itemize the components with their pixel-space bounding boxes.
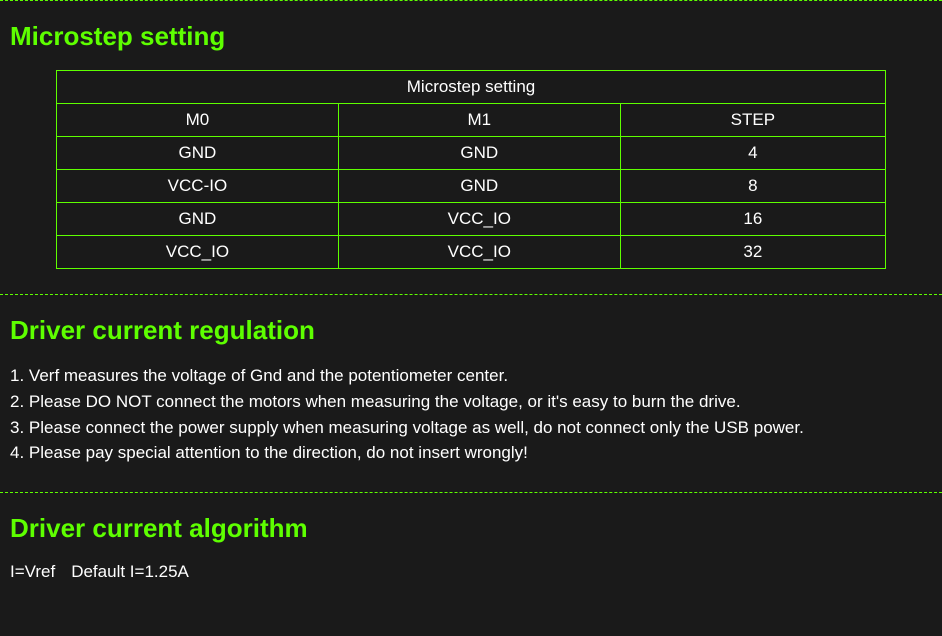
regulation-heading: Driver current regulation xyxy=(10,315,932,346)
algorithm-section: Driver current algorithm I=Vref Default I… xyxy=(0,492,942,607)
table-row: GND GND 4 xyxy=(57,137,886,170)
list-item: Please DO NOT connect the motors when me… xyxy=(10,390,932,414)
formula-left: I=Vref xyxy=(10,562,55,581)
table-title: Microstep setting xyxy=(57,71,886,104)
list-item: Please connect the power supply when mea… xyxy=(10,416,932,440)
cell-step: 32 xyxy=(620,236,885,269)
table-header-row: M0 M1 STEP xyxy=(57,104,886,137)
cell-step: 8 xyxy=(620,170,885,203)
regulation-list: Verf measures the voltage of Gnd and the… xyxy=(10,364,932,465)
cell-m1: VCC_IO xyxy=(338,236,620,269)
header-m1: M1 xyxy=(338,104,620,137)
header-m0: M0 xyxy=(57,104,339,137)
table-title-row: Microstep setting xyxy=(57,71,886,104)
table-row: GND VCC_IO 16 xyxy=(57,203,886,236)
list-item: Please pay special attention to the dire… xyxy=(10,441,932,465)
cell-m1: VCC_IO xyxy=(338,203,620,236)
cell-m1: GND xyxy=(338,137,620,170)
table-row: VCC-IO GND 8 xyxy=(57,170,886,203)
cell-m1: GND xyxy=(338,170,620,203)
algorithm-heading: Driver current algorithm xyxy=(10,513,932,544)
cell-step: 16 xyxy=(620,203,885,236)
microstep-table: Microstep setting M0 M1 STEP GND GND 4 V… xyxy=(56,70,886,269)
table-row: VCC_IO VCC_IO 32 xyxy=(57,236,886,269)
cell-m0: VCC-IO xyxy=(57,170,339,203)
formula-right: Default I=1.25A xyxy=(71,562,189,581)
list-item: Verf measures the voltage of Gnd and the… xyxy=(10,364,932,388)
microstep-section: Microstep setting Microstep setting M0 M… xyxy=(0,0,942,294)
header-step: STEP xyxy=(620,104,885,137)
cell-step: 4 xyxy=(620,137,885,170)
cell-m0: VCC_IO xyxy=(57,236,339,269)
cell-m0: GND xyxy=(57,137,339,170)
microstep-heading: Microstep setting xyxy=(10,21,932,52)
regulation-section: Driver current regulation Verf measures … xyxy=(0,294,942,492)
cell-m0: GND xyxy=(57,203,339,236)
algorithm-formula: I=Vref Default I=1.25A xyxy=(10,562,932,582)
